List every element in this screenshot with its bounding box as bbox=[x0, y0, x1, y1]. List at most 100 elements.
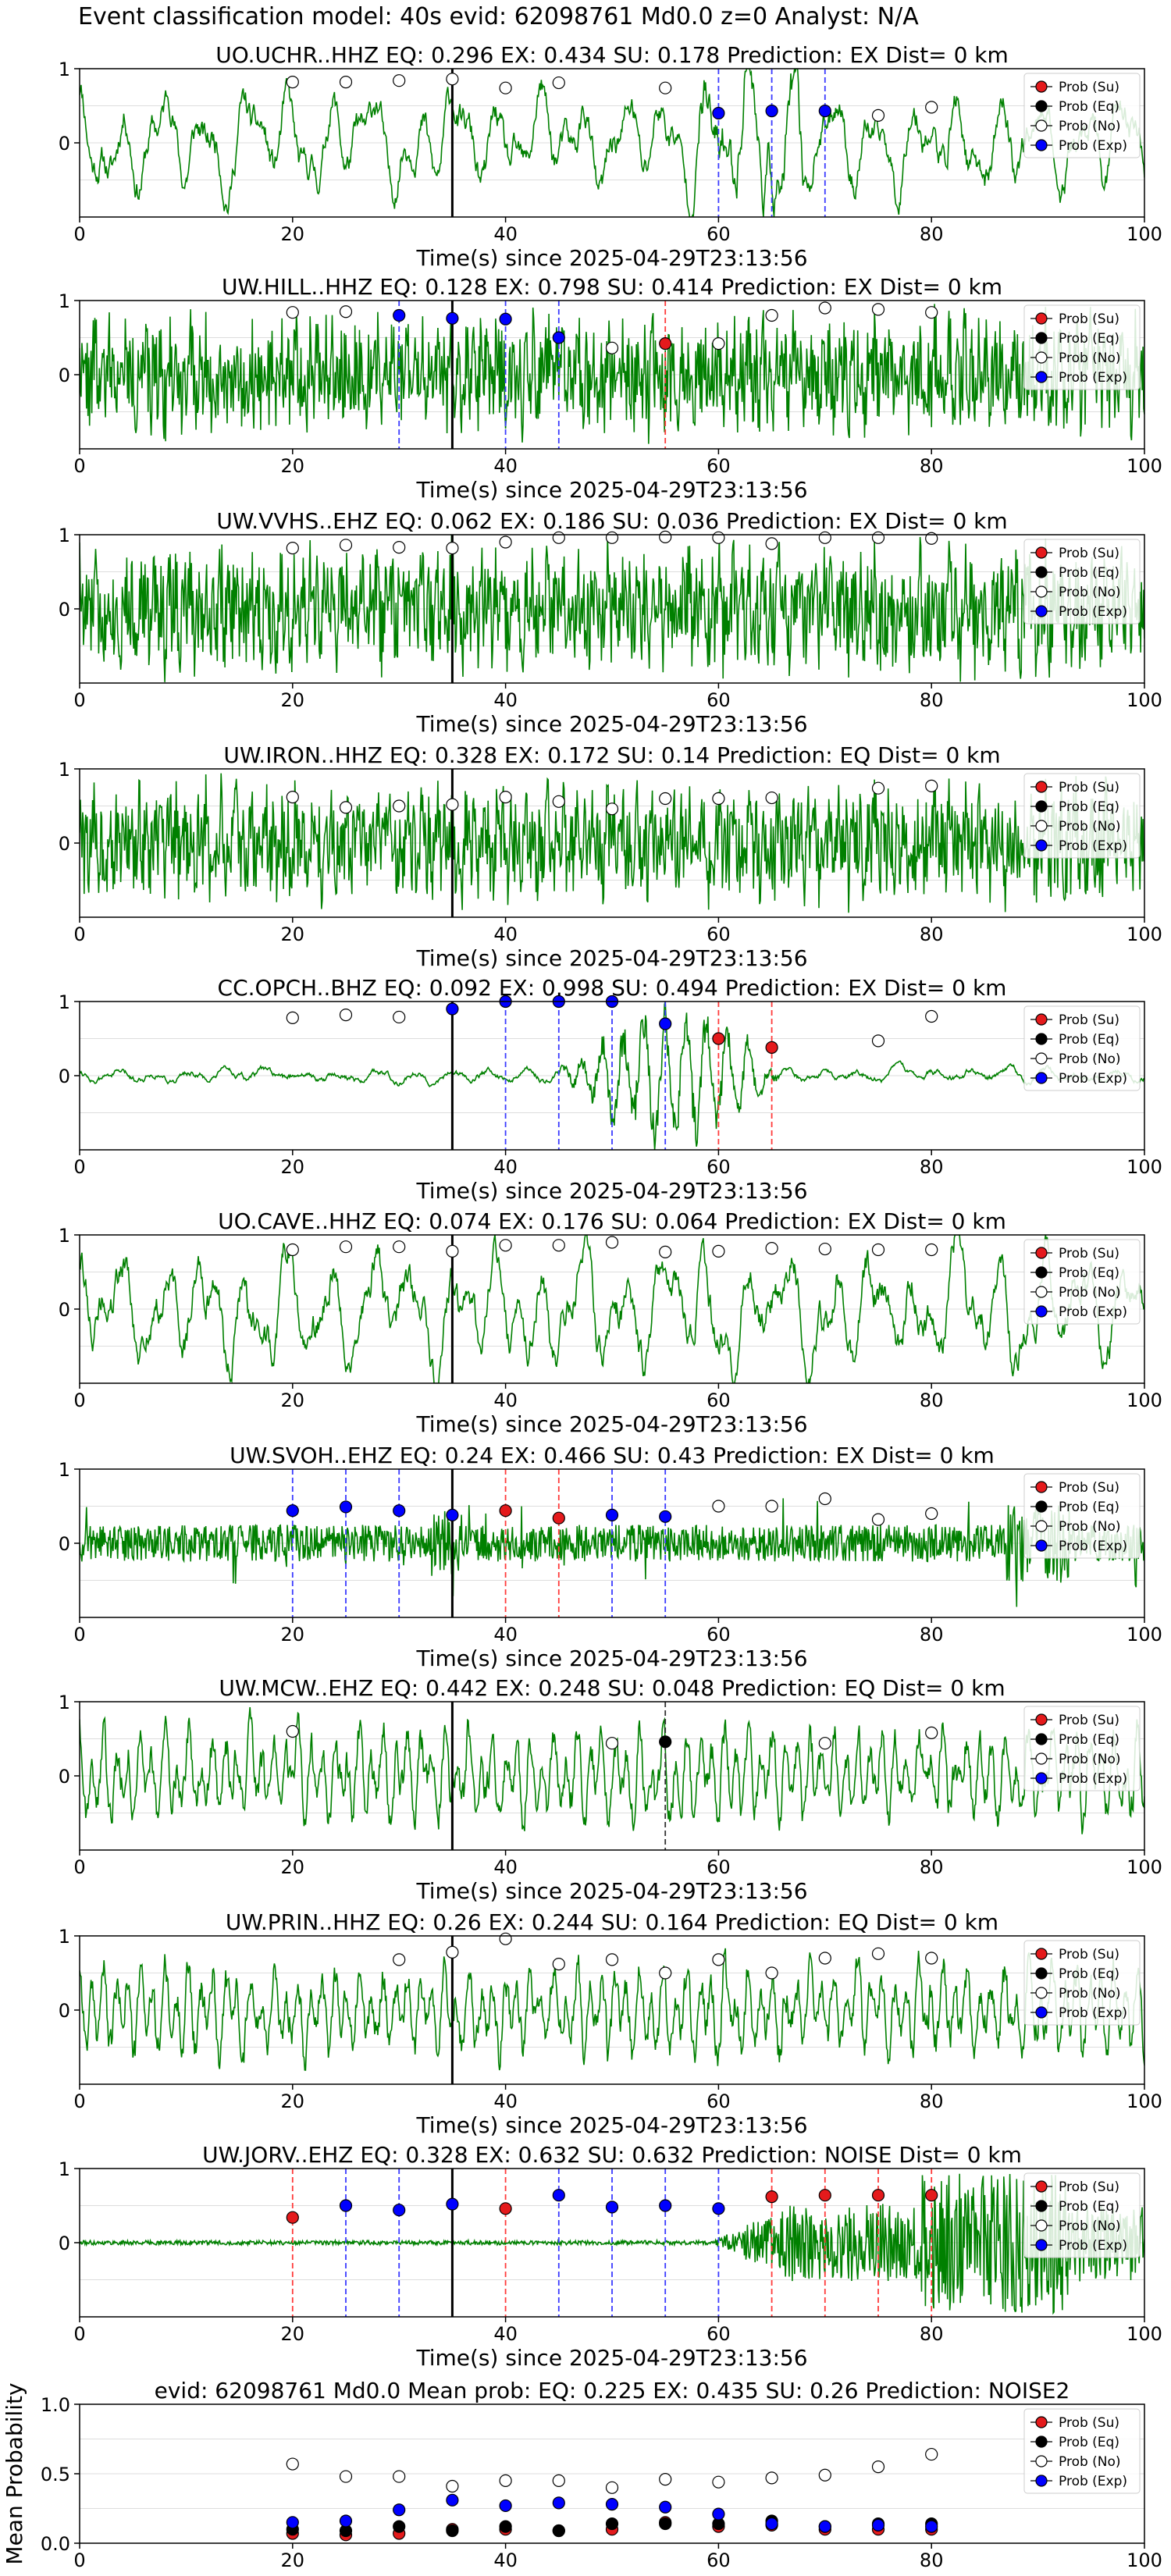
x-tick-label: 0 bbox=[73, 2090, 85, 2112]
chart-panel-3: UW.VVHS..EHZ EQ: 0.062 EX: 0.186 SU: 0.0… bbox=[59, 508, 1162, 737]
point-noise bbox=[605, 1737, 619, 1750]
legend-marker bbox=[1035, 1967, 1048, 1980]
point-eq bbox=[605, 2517, 619, 2531]
waveform-trace bbox=[80, 1948, 1144, 2071]
x-axis-label: Time(s) since 2025-04-29T23:13:56 bbox=[415, 1878, 807, 1904]
point-noise bbox=[499, 790, 512, 804]
legend: Prob (Su) Prob (Eq) Prob (No) Prob (Exp) bbox=[1023, 304, 1141, 390]
x-tick-label: 80 bbox=[920, 1624, 944, 1646]
point-noise bbox=[446, 73, 459, 86]
x-tick-label: 60 bbox=[707, 1624, 731, 1646]
legend-label: Prob (Eq) bbox=[1059, 331, 1119, 347]
chart-panel-5: CC.OPCH..BHZ EQ: 0.092 EX: 0.998 SU: 0.4… bbox=[59, 975, 1162, 1204]
point-noise bbox=[765, 2471, 778, 2485]
point-noise bbox=[552, 1239, 565, 1252]
legend: Prob (Su) Prob (Eq) Prob (No) Prob (Exp) bbox=[1023, 2408, 1141, 2494]
point-noise bbox=[659, 792, 672, 806]
y-tick-label: 1 bbox=[59, 290, 70, 312]
legend-label: Prob (Exp) bbox=[1059, 2474, 1127, 2489]
point-noise bbox=[818, 301, 831, 315]
chart-panel-9: UW.PRIN..HHZ EQ: 0.26 EX: 0.244 SU: 0.16… bbox=[59, 1909, 1162, 2138]
x-tick-label: 20 bbox=[281, 1856, 305, 1878]
waveform-trace bbox=[80, 1706, 1144, 1834]
point-noise bbox=[499, 535, 512, 549]
waveform-trace bbox=[80, 304, 1144, 444]
legend-marker bbox=[1035, 2200, 1048, 2212]
legend-marker bbox=[1035, 1733, 1048, 1745]
figure-title: Event classification model: 40s evid: 62… bbox=[78, 3, 919, 30]
point-noise bbox=[818, 1242, 831, 1256]
point-noise bbox=[339, 1008, 353, 1022]
legend-label: Prob (No) bbox=[1059, 2218, 1121, 2234]
x-tick-label: 100 bbox=[1127, 1156, 1162, 1178]
x-axis-label: Time(s) since 2025-04-29T23:13:56 bbox=[415, 1178, 807, 1204]
legend: Prob (Su) Prob (Eq) Prob (No) Prob (Exp) bbox=[1023, 1940, 1141, 2026]
point-su bbox=[871, 2189, 885, 2202]
point-exp bbox=[659, 1510, 672, 1523]
x-axis-label: Time(s) since 2025-04-29T23:13:56 bbox=[415, 1411, 807, 1437]
y-tick-label: 0.0 bbox=[41, 2533, 70, 2555]
legend-marker bbox=[1035, 1266, 1048, 1279]
x-axis-label: Time(s) since 2025-04-29T23:13:56 bbox=[415, 945, 807, 971]
point-exp bbox=[393, 308, 406, 322]
x-tick-label: 20 bbox=[281, 923, 305, 945]
legend-marker bbox=[1035, 1013, 1048, 1026]
chart-panel-4: UW.IRON..HHZ EQ: 0.328 EX: 0.172 SU: 0.1… bbox=[59, 742, 1162, 971]
x-tick-label: 60 bbox=[707, 455, 731, 477]
point-exp bbox=[499, 2499, 512, 2513]
point-noise bbox=[818, 1737, 831, 1750]
point-noise bbox=[871, 303, 885, 316]
point-noise bbox=[393, 1010, 406, 1024]
point-noise bbox=[925, 1726, 938, 1739]
panel-title: UO.CAVE..HHZ EQ: 0.074 EX: 0.176 SU: 0.0… bbox=[218, 1208, 1006, 1234]
y-tick-label: 0 bbox=[59, 365, 70, 386]
x-tick-label: 20 bbox=[281, 1156, 305, 1178]
x-tick-label: 60 bbox=[707, 1856, 731, 1878]
point-exp bbox=[659, 1017, 672, 1030]
point-noise bbox=[871, 1947, 885, 1960]
panel-title: UW.IRON..HHZ EQ: 0.328 EX: 0.172 SU: 0.1… bbox=[223, 742, 1000, 768]
legend-label: Prob (Su) bbox=[1059, 546, 1119, 561]
y-tick-label: 1 bbox=[59, 2158, 70, 2180]
point-noise bbox=[925, 1507, 938, 1521]
legend: Prob (Su) Prob (Eq) Prob (No) Prob (Exp) bbox=[1023, 1005, 1141, 1091]
point-su bbox=[659, 337, 672, 350]
point-noise bbox=[765, 1241, 778, 1255]
point-noise bbox=[871, 2460, 885, 2474]
chart-panel-6: UO.CAVE..HHZ EQ: 0.074 EX: 0.176 SU: 0.0… bbox=[59, 1208, 1162, 1437]
point-noise bbox=[925, 779, 938, 792]
x-tick-label: 80 bbox=[920, 223, 944, 245]
y-tick-label: 1 bbox=[59, 525, 70, 546]
point-noise bbox=[712, 2475, 725, 2489]
legend-marker bbox=[1035, 1286, 1048, 1298]
point-noise bbox=[605, 2481, 619, 2494]
point-noise bbox=[818, 1492, 831, 1506]
y-tick-label: 1 bbox=[59, 1692, 70, 1713]
x-tick-label: 20 bbox=[281, 223, 305, 245]
y-tick-label: 0 bbox=[59, 833, 70, 855]
point-eq bbox=[552, 2524, 565, 2538]
legend-box bbox=[1023, 1005, 1141, 1091]
legend-box bbox=[1023, 773, 1141, 859]
point-noise bbox=[552, 795, 565, 808]
point-noise bbox=[659, 530, 672, 543]
legend-marker bbox=[1035, 2435, 1048, 2448]
legend-marker bbox=[1035, 119, 1048, 132]
y-axis-label: Mean Probability bbox=[2, 2382, 27, 2564]
point-noise bbox=[765, 1500, 778, 1513]
x-tick-label: 80 bbox=[920, 2549, 944, 2571]
point-noise bbox=[712, 1244, 725, 1258]
legend-label: Prob (Exp) bbox=[1059, 1539, 1127, 1554]
point-noise bbox=[499, 1932, 512, 1945]
legend-label: Prob (Eq) bbox=[1059, 799, 1119, 815]
y-tick-label: 1 bbox=[59, 1459, 70, 1481]
legend-marker bbox=[1035, 1072, 1048, 1084]
x-tick-label: 40 bbox=[493, 1389, 518, 1411]
panel-title: UO.UCHR..HHZ EQ: 0.296 EX: 0.434 SU: 0.1… bbox=[215, 42, 1009, 68]
y-tick-label: 0 bbox=[59, 2233, 70, 2254]
y-tick-label: 1 bbox=[59, 1225, 70, 1247]
legend-label: Prob (Su) bbox=[1059, 2179, 1119, 2195]
point-su bbox=[712, 1032, 725, 1045]
legend-marker bbox=[1035, 1772, 1048, 1784]
y-tick-label: 0 bbox=[59, 599, 70, 621]
